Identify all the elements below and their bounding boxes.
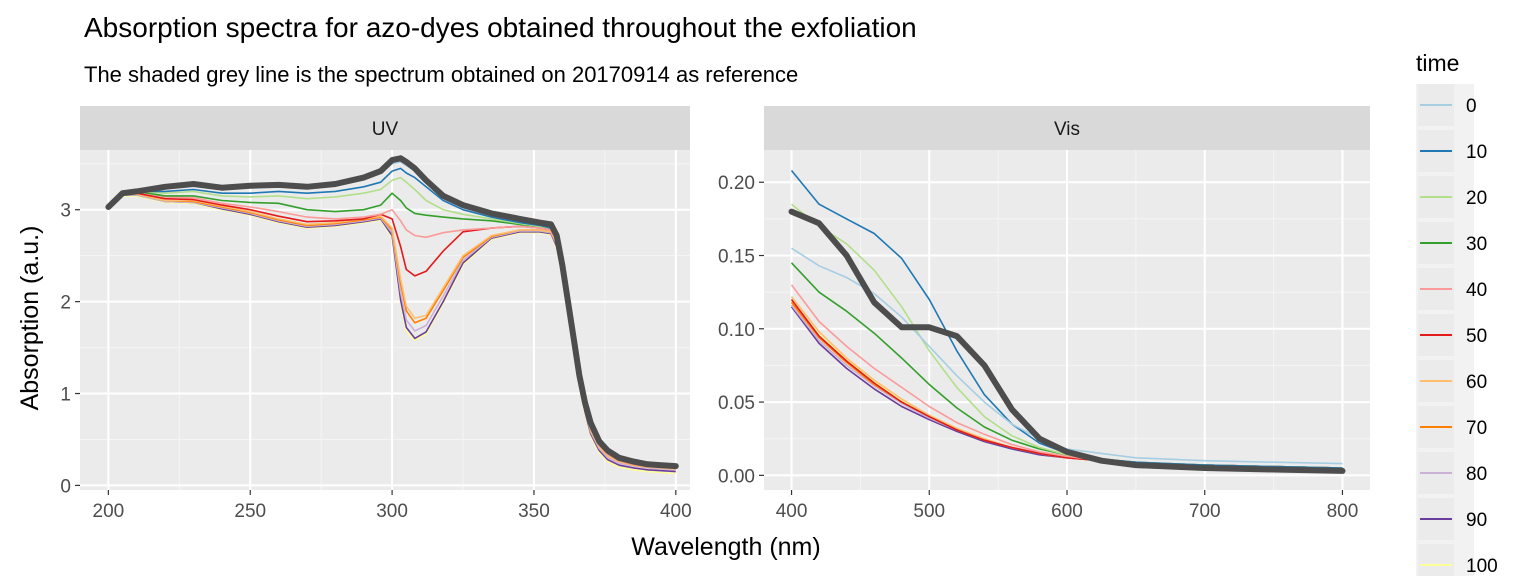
- legend: time 0 10 20 30 40 50 60 70 80 90 100: [1416, 50, 1498, 576]
- x-tick-label: 700: [1189, 501, 1221, 522]
- y-tick-label: 2: [60, 293, 71, 314]
- x-tick-label: 600: [1051, 501, 1083, 522]
- series-line-90: [107, 194, 676, 473]
- panel-vis: Vis 400 500 600 700 800 0.00 0.05 0.10 0.15 0.20: [718, 106, 1370, 522]
- legend-label-60: 60: [1466, 372, 1487, 393]
- chart-subtitle: The shaded grey line is the spectrum obt…: [84, 62, 799, 87]
- series-line-0: [791, 247, 1343, 465]
- chart-title: Absorption spectra for azo-dyes obtained…: [84, 12, 917, 43]
- x-tick-label: 500: [913, 501, 945, 522]
- legend-label-20: 20: [1466, 188, 1487, 209]
- y-tick-label: 1: [60, 385, 71, 406]
- y-tick-label: 0.00: [718, 466, 755, 487]
- facet-strip: [764, 106, 1370, 150]
- series-line-100: [107, 195, 676, 475]
- legend-key-background: [1418, 544, 1454, 576]
- legend-label-10: 10: [1466, 142, 1487, 163]
- y-tick-label: 0.10: [718, 320, 755, 341]
- x-axis-title: Wavelength (nm): [631, 533, 820, 561]
- x-tick-label: 200: [93, 501, 125, 522]
- y-axis-title: Absorption (a.u.): [16, 226, 44, 411]
- panels-layer: UV 200 250 300 350 400 0 1 2 3 Vis 400 500 600 700 800 0…: [60, 106, 1370, 522]
- y-tick-label: 0.15: [718, 247, 755, 268]
- x-tick-label: 250: [234, 501, 266, 522]
- legend-label-90: 90: [1466, 510, 1487, 531]
- reference-line: [788, 208, 1346, 474]
- legend-title: time: [1416, 50, 1459, 76]
- legend-label-40: 40: [1466, 280, 1487, 301]
- facet-strip-label: Vis: [1054, 119, 1080, 140]
- facet-strip: [80, 106, 690, 150]
- series-line-60: [107, 193, 676, 470]
- panel-uv: UV 200 250 300 350 400 0 1 2 3: [60, 106, 692, 522]
- legend-label-80: 80: [1466, 464, 1487, 485]
- x-tick-label: 800: [1327, 501, 1359, 522]
- legend-label-50: 50: [1466, 326, 1487, 347]
- x-tick-label: 350: [518, 501, 550, 522]
- legend-label-0: 0: [1466, 96, 1477, 117]
- reference-line: [105, 155, 679, 470]
- x-tick-label: 400: [776, 501, 808, 522]
- y-tick-label: 3: [60, 201, 71, 222]
- y-tick-label: 0.05: [718, 393, 755, 414]
- legend-label-30: 30: [1466, 234, 1487, 255]
- x-tick-label: 400: [660, 501, 692, 522]
- y-tick-label: 0.20: [718, 173, 755, 194]
- facet-strip-label: UV: [372, 119, 399, 140]
- x-tick-label: 300: [376, 501, 408, 522]
- y-tick-label: 0: [60, 476, 71, 497]
- panel-background: [80, 150, 690, 490]
- legend-label-70: 70: [1466, 418, 1487, 439]
- series-line-80: [107, 194, 676, 471]
- legend-label-100: 100: [1466, 556, 1498, 576]
